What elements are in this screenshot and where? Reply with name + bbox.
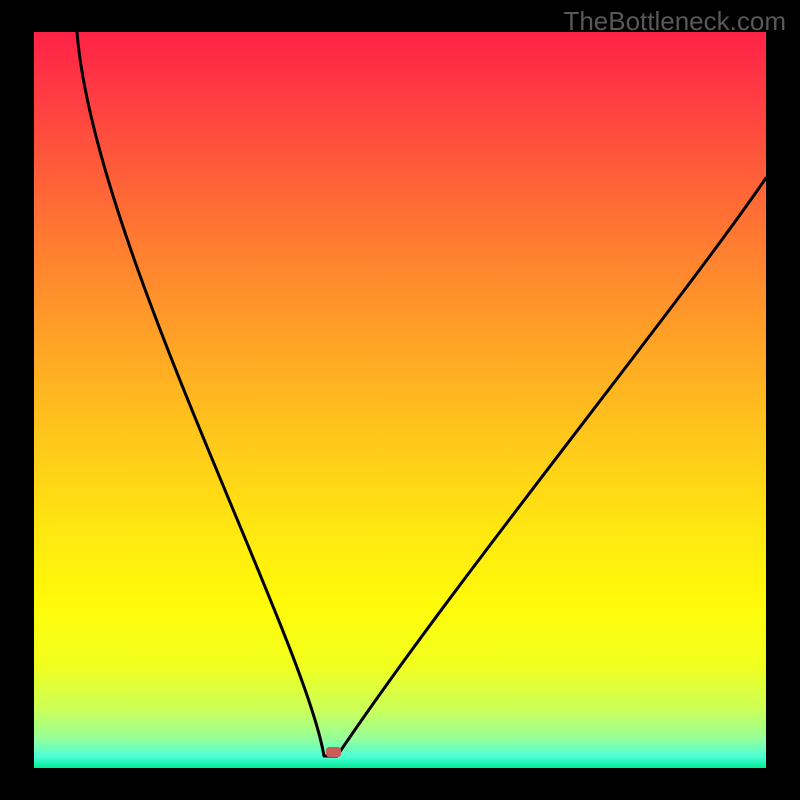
plot-area bbox=[34, 32, 766, 768]
chart-container: TheBottleneck.com bbox=[0, 0, 800, 800]
optimum-marker bbox=[326, 747, 341, 757]
watermark-text: TheBottleneck.com bbox=[563, 6, 786, 37]
